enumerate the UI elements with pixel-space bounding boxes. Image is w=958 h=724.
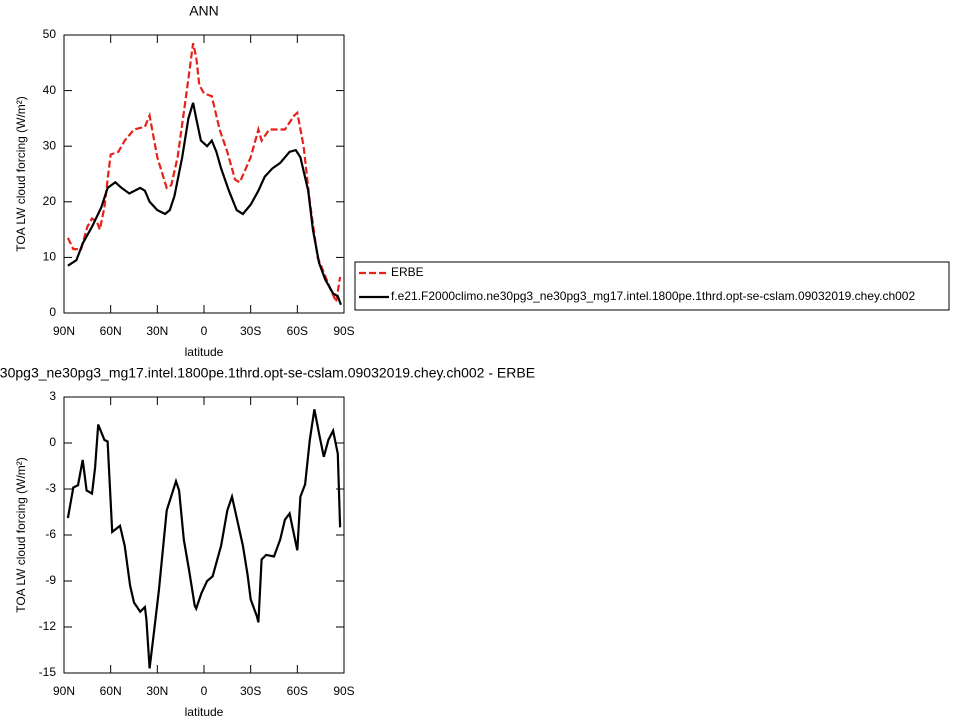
plot-frame	[63, 34, 345, 314]
x-tick-label: 30N	[146, 684, 168, 698]
y-tick-label: -15	[39, 665, 57, 679]
y-tick-label: 40	[43, 83, 57, 97]
x-tick-label: 90N	[53, 324, 75, 338]
x-tick-label: 0	[201, 684, 208, 698]
legend-label: ERBE	[391, 265, 424, 279]
x-tick-label: 90N	[53, 684, 75, 698]
x-tick-label: 30N	[146, 324, 168, 338]
y-axis-label: TOA LW cloud forcing (W/m²)	[14, 96, 28, 252]
x-tick-label: 30S	[240, 324, 261, 338]
legend-box	[354, 261, 950, 311]
y-tick-label: 30	[43, 138, 57, 152]
x-tick-label: 90S	[333, 324, 354, 338]
x-tick-label: 60S	[287, 324, 308, 338]
legend-label: f.e21.F2000climo.ne30pg3_ne30pg3_mg17.in…	[391, 289, 915, 303]
y-tick-label: 20	[43, 194, 57, 208]
y-tick-label: -9	[45, 573, 56, 587]
x-tick-label: 90S	[333, 684, 354, 698]
x-axis-label: latitude	[185, 705, 224, 719]
x-tick-label: 60N	[100, 324, 122, 338]
x-tick-label: 30S	[240, 684, 261, 698]
x-tick-label: 0	[201, 324, 208, 338]
chart-title: ANN	[189, 3, 219, 19]
y-tick-label: 10	[43, 250, 57, 264]
y-tick-label: 0	[49, 435, 56, 449]
chart-title: f.e21.F2000climo.ne30pg3_ne30pg3_mg17.in…	[0, 365, 535, 381]
x-tick-label: 60S	[287, 684, 308, 698]
y-tick-label: 3	[49, 389, 56, 403]
y-tick-label: 50	[43, 27, 57, 41]
data-line	[67, 102, 342, 306]
y-tick-label: -12	[39, 619, 57, 633]
data-line	[66, 43, 342, 306]
x-tick-label: 60N	[100, 684, 122, 698]
x-axis-label: latitude	[185, 345, 224, 359]
plot-frame	[63, 396, 345, 674]
y-axis-label: TOA LW cloud forcing (W/m²)	[14, 457, 28, 613]
y-tick-label: 0	[49, 305, 56, 319]
y-tick-label: -3	[45, 481, 56, 495]
data-line	[66, 409, 342, 669]
y-tick-label: -6	[45, 527, 56, 541]
